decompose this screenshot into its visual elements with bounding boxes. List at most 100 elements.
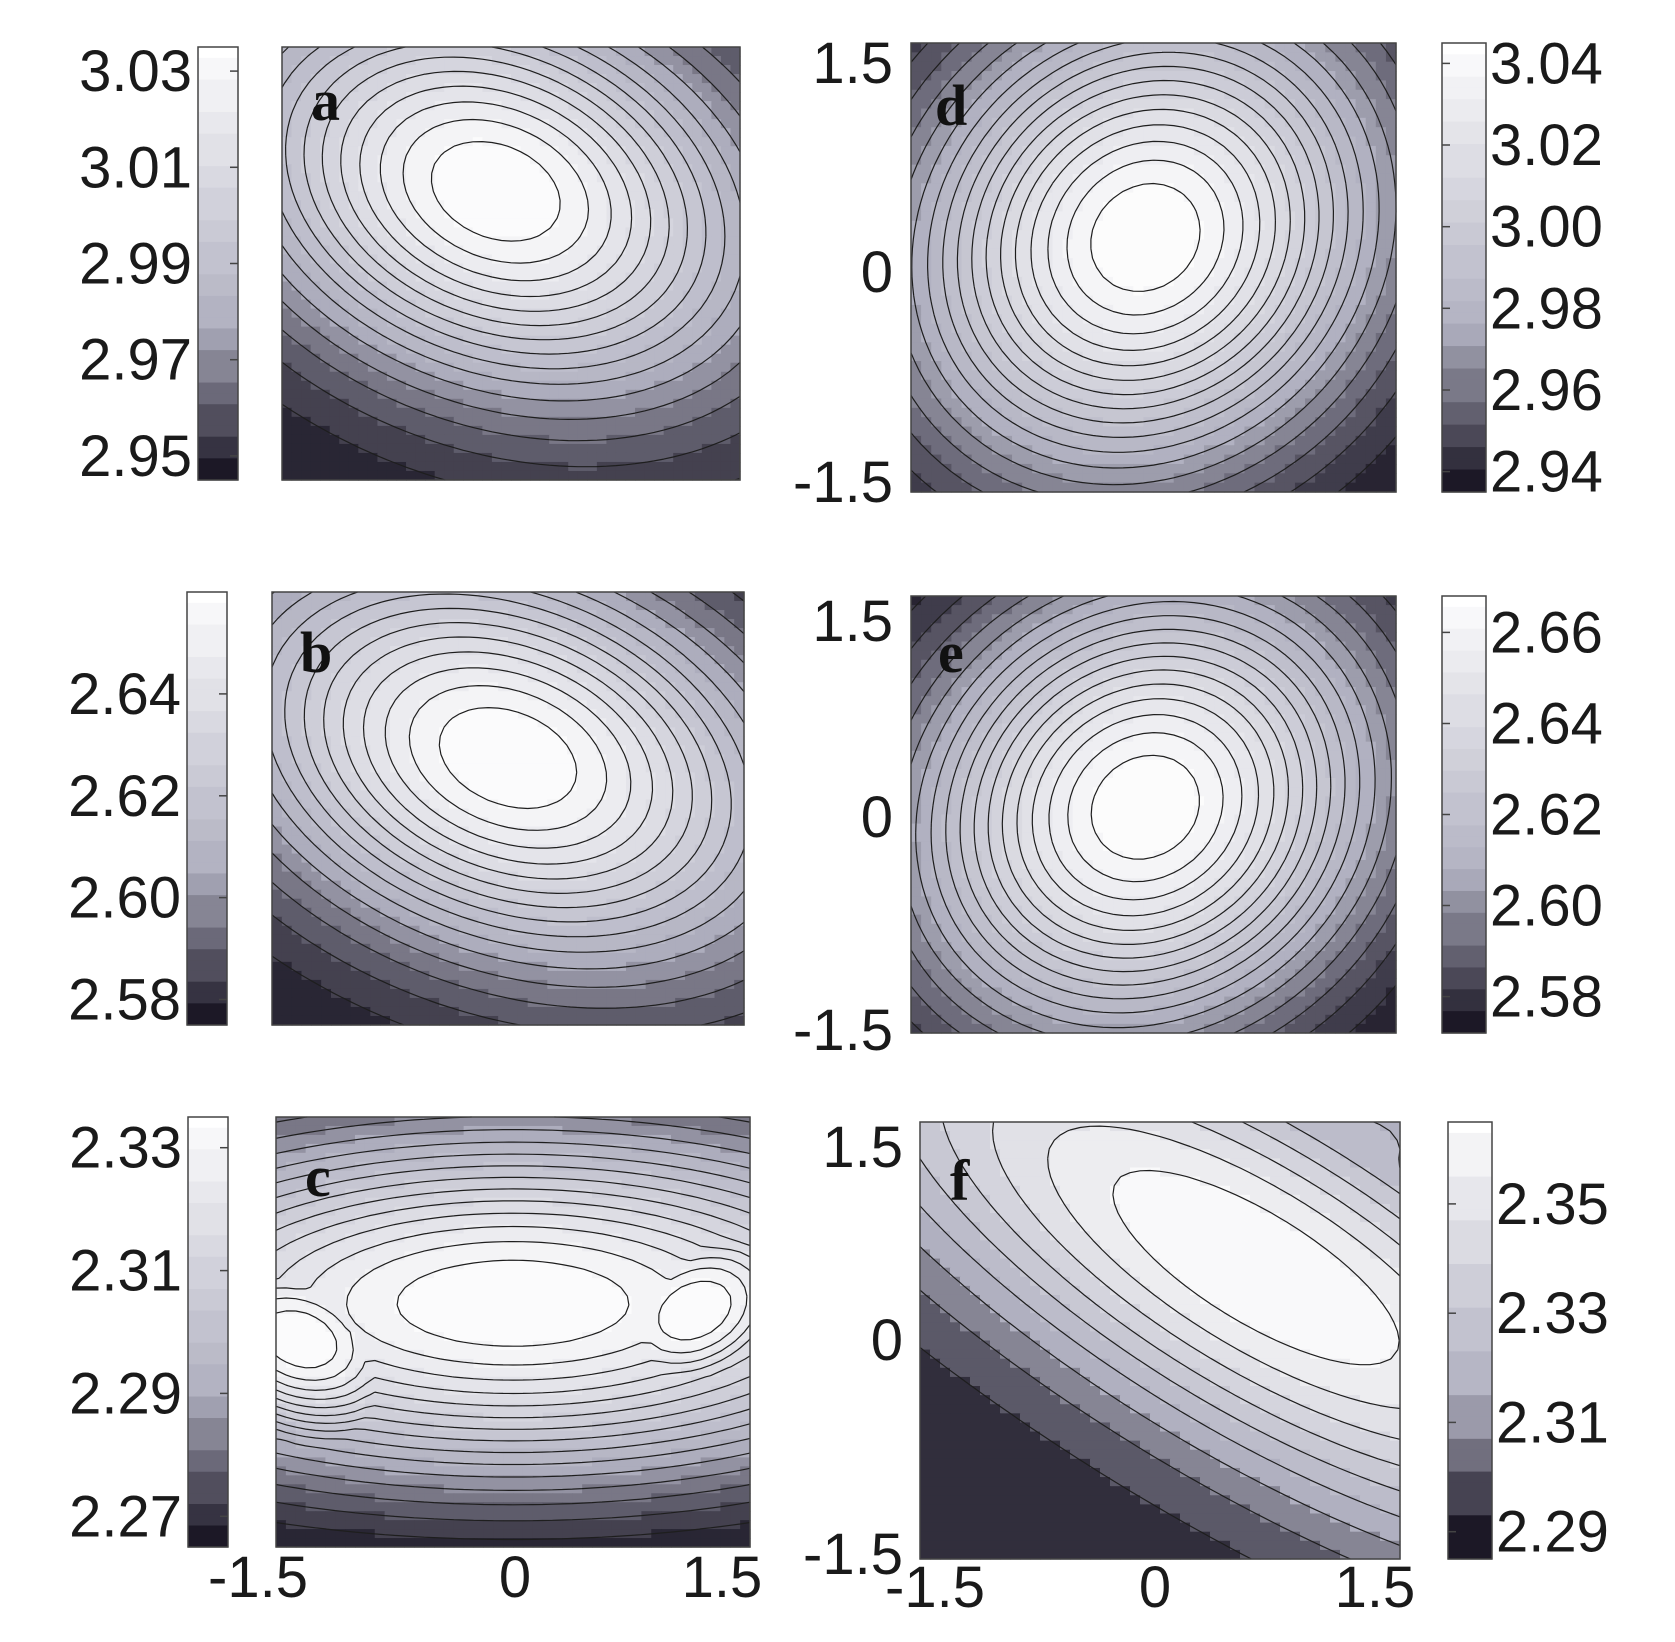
contour-cell	[558, 227, 569, 238]
contour-cell	[339, 227, 350, 238]
contour-cell	[358, 290, 369, 301]
contour-cell	[301, 889, 312, 900]
contour-cell	[675, 961, 686, 972]
contour-cell	[291, 407, 302, 418]
contour-cell	[360, 718, 371, 728]
contour-cell	[694, 772, 706, 783]
contour-cell	[673, 281, 684, 292]
contour-cell	[281, 790, 293, 801]
contour-cell	[377, 398, 388, 409]
contour-cell	[720, 263, 732, 274]
contour-cell	[730, 380, 741, 391]
contour-cell	[415, 56, 426, 66]
contour-cell	[367, 425, 379, 436]
contour-cell	[577, 443, 588, 454]
contour-cell	[537, 988, 548, 999]
contour-cell	[282, 290, 293, 301]
contour-cell	[596, 389, 608, 400]
contour-cell	[539, 371, 550, 382]
contour-cell	[310, 164, 321, 174]
contour-cell	[651, 1143, 662, 1154]
contour-cell	[724, 871, 735, 882]
contour-cell	[606, 416, 617, 427]
contour-cell	[384, 1152, 396, 1163]
contour-cell	[409, 1006, 421, 1017]
contour-cell	[310, 65, 321, 75]
contour-cell	[644, 434, 655, 445]
contour-cell	[482, 452, 493, 463]
contour-cell	[348, 344, 359, 355]
contour-cell	[714, 835, 725, 846]
contour-cell	[331, 871, 342, 882]
contour-cell	[321, 997, 332, 1008]
contour-cell	[355, 1143, 366, 1154]
contour-cell	[501, 110, 512, 120]
contour-cell	[644, 47, 655, 57]
contour-cell	[339, 425, 350, 436]
contour-cell	[291, 880, 303, 891]
contour-cell	[281, 628, 293, 638]
contour-cell	[644, 191, 655, 201]
contour-cell	[339, 371, 350, 382]
contour-cell	[682, 245, 693, 256]
contour-cell	[606, 817, 617, 828]
contour-cell	[720, 470, 732, 481]
contour-cell	[558, 371, 569, 382]
contour-cell	[539, 119, 550, 129]
contour-cell	[517, 610, 529, 620]
contour-cell	[390, 997, 401, 1008]
contour-cell	[511, 182, 522, 192]
contour-cell	[692, 470, 703, 481]
contour-cell	[425, 371, 436, 382]
contour-cell	[527, 745, 539, 755]
contour-cell	[396, 173, 407, 183]
contour-cell	[635, 862, 647, 873]
contour-cell	[458, 889, 470, 900]
contour-cell	[449, 871, 460, 882]
contour-cell	[577, 182, 588, 192]
contour-cell	[491, 110, 503, 120]
contour-cell	[468, 979, 480, 990]
contour-cell	[557, 808, 568, 819]
contour-cell	[644, 218, 655, 229]
contour-cell	[568, 389, 579, 400]
contour-cell	[685, 1006, 696, 1017]
contour-cell	[463, 299, 474, 310]
contour-cell	[458, 700, 470, 710]
contour-cell	[685, 844, 696, 855]
contour-cell	[458, 664, 470, 674]
contour-cell	[720, 461, 732, 472]
contour-cell	[419, 943, 430, 954]
contour-cell	[596, 664, 607, 674]
contour-cell	[596, 943, 607, 954]
contour-cell	[339, 263, 350, 274]
contour-cell	[587, 299, 598, 310]
contour-cell	[671, 1117, 682, 1127]
contour-cell	[606, 682, 617, 692]
contour-cell	[694, 646, 706, 656]
contour-cell	[520, 146, 531, 156]
contour-cell	[501, 200, 512, 210]
contour-cell	[644, 317, 655, 328]
contour-cell	[606, 691, 617, 701]
colorbar-step	[187, 927, 227, 939]
contour-cell	[311, 889, 322, 900]
contour-cell	[281, 601, 293, 611]
contour-cell	[291, 1006, 303, 1017]
contour-cell	[358, 209, 369, 219]
contour-line	[281, 46, 726, 370]
contour-cell	[626, 727, 637, 737]
contour-cell	[520, 317, 531, 328]
contour-cell	[685, 961, 696, 972]
contour-cell	[439, 718, 450, 728]
contour-cell	[537, 997, 548, 1008]
contour-cell	[331, 736, 342, 746]
contour-cell	[644, 74, 655, 84]
contour-cell	[724, 997, 735, 1008]
contour-cell	[348, 83, 359, 93]
contour-cell	[616, 736, 627, 746]
contour-cell	[520, 227, 531, 238]
contour-cell	[311, 736, 322, 746]
contour-cell	[625, 335, 636, 346]
colorbar-step	[198, 371, 238, 384]
